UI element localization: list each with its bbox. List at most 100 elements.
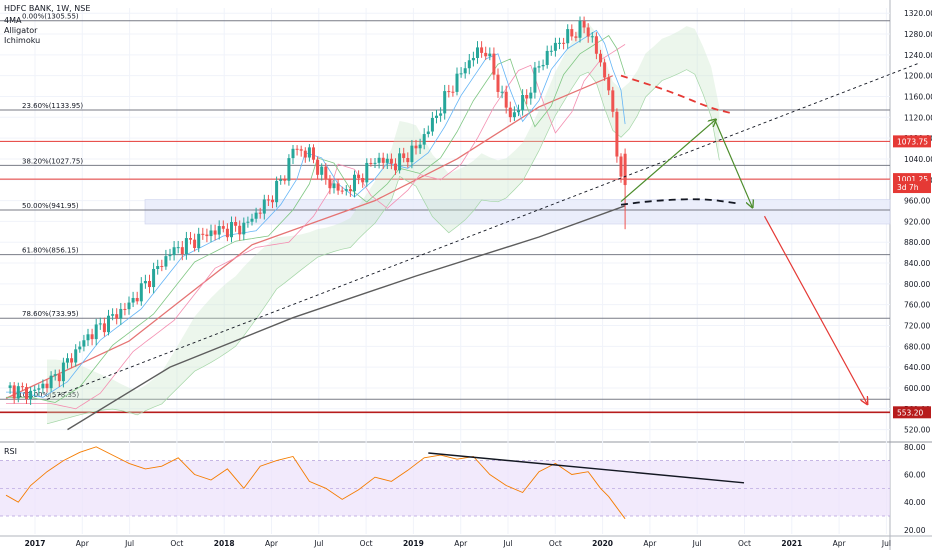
candle-body — [115, 314, 119, 319]
fib-level-label: 23.60%(1133.95) — [22, 102, 83, 110]
candle-body — [521, 94, 525, 111]
price-tick-label: 1200.00 — [904, 72, 932, 81]
candle-body — [348, 189, 352, 192]
candle-body — [394, 163, 397, 171]
candle-body — [574, 36, 578, 38]
candle-body — [316, 159, 320, 175]
candle-body — [82, 340, 86, 347]
candle-body — [439, 113, 443, 116]
candle-body — [205, 234, 209, 237]
candle-body — [553, 42, 557, 51]
candle-body — [53, 374, 57, 376]
price-tick-label: 1040.00 — [904, 155, 932, 164]
candle-body — [111, 314, 115, 316]
price-tag-label: 1001.25 — [897, 175, 928, 184]
candle-body — [365, 162, 369, 183]
candle-body — [225, 228, 229, 238]
time-tick-label: Apr — [76, 539, 90, 548]
candle-body — [619, 156, 623, 177]
projection-arrow — [620, 120, 715, 203]
price-tick-label: 920.00 — [904, 217, 930, 226]
candle-body — [49, 375, 53, 389]
price-tag-label: 553.20 — [897, 408, 923, 417]
candle-body — [488, 53, 492, 57]
candle-body — [426, 131, 430, 135]
projection-dashed — [620, 74, 732, 115]
candle-body — [148, 280, 151, 288]
alligator-lips — [6, 35, 626, 403]
price-tick-label: 600.00 — [904, 384, 930, 393]
moving-average-200 — [67, 205, 626, 431]
time-tick-label: 2021 — [781, 539, 802, 548]
indicator-label-4ma[interactable]: 4MA — [4, 16, 22, 25]
fib-level-label: 100.00%(578.35) — [18, 391, 79, 399]
candle-body — [197, 233, 201, 248]
candle-body — [37, 388, 41, 390]
price-tag-box — [893, 135, 931, 148]
candle-body — [102, 323, 106, 333]
candle-body — [545, 50, 549, 65]
candle-body — [414, 145, 418, 149]
indicator-label-ichimoku[interactable]: Ichimoku — [4, 36, 41, 45]
candle-body — [279, 179, 283, 181]
time-tick-label: Apr — [833, 539, 847, 548]
candle-body — [500, 91, 504, 93]
candle-body — [373, 162, 377, 164]
candle-body — [242, 222, 246, 235]
rsi-tick-label: 40.00 — [904, 498, 926, 507]
ichimoku-conversion — [6, 29, 626, 398]
candle-body — [623, 153, 627, 185]
candle-body — [582, 20, 586, 28]
candle-body — [340, 190, 344, 192]
candle-body — [295, 148, 299, 150]
candle-body — [78, 346, 82, 350]
candle-body — [406, 158, 410, 163]
candle-body — [463, 68, 467, 74]
candle-body — [160, 266, 164, 268]
candle-body — [480, 47, 484, 53]
candle-body — [594, 36, 598, 54]
candle-body — [566, 29, 570, 44]
candle-body — [217, 226, 221, 235]
projection-arrow — [714, 120, 752, 207]
fib-level-label: 38.20%(1027.75) — [22, 157, 83, 165]
fib-level-label: 0.00%(1305.55) — [22, 13, 79, 21]
candle-body — [143, 280, 147, 284]
candle-body — [385, 158, 389, 163]
candle-body — [57, 374, 61, 382]
candle-body — [176, 247, 180, 249]
candle-body — [33, 389, 37, 391]
candle-body — [164, 256, 168, 267]
candle-body — [172, 247, 176, 256]
price-tick-label: 1160.00 — [904, 92, 932, 101]
moving-average-red — [5, 75, 614, 399]
time-tick-label: Oct — [549, 539, 562, 548]
candle-body — [303, 150, 307, 158]
candle-body — [578, 20, 582, 38]
fib-level-label: 50.00%(941.95) — [22, 202, 79, 210]
candle-body — [533, 67, 537, 93]
time-tick-label: 2018 — [214, 539, 235, 548]
candle-body — [615, 111, 619, 157]
price-tick-label: 1320.00 — [904, 9, 932, 18]
candle-body — [398, 153, 402, 171]
candle-body — [451, 91, 455, 93]
candle-body — [471, 57, 475, 61]
candle-body — [86, 334, 90, 341]
support-zone — [144, 199, 891, 225]
candle-body — [537, 66, 541, 68]
candle-body — [238, 225, 242, 235]
candle-body — [504, 91, 508, 108]
time-tick-label: Apr — [643, 539, 657, 548]
candle-body — [353, 174, 356, 192]
candle-body — [324, 166, 328, 179]
candle-body — [549, 50, 553, 52]
time-tick-label: Apr — [265, 539, 279, 548]
candle-body — [258, 212, 262, 214]
candle-body — [266, 199, 270, 201]
candle-body — [209, 230, 213, 237]
indicator-label-alligator[interactable]: Alligator — [4, 26, 38, 35]
candle-body — [152, 268, 156, 288]
candle-body — [275, 180, 279, 203]
